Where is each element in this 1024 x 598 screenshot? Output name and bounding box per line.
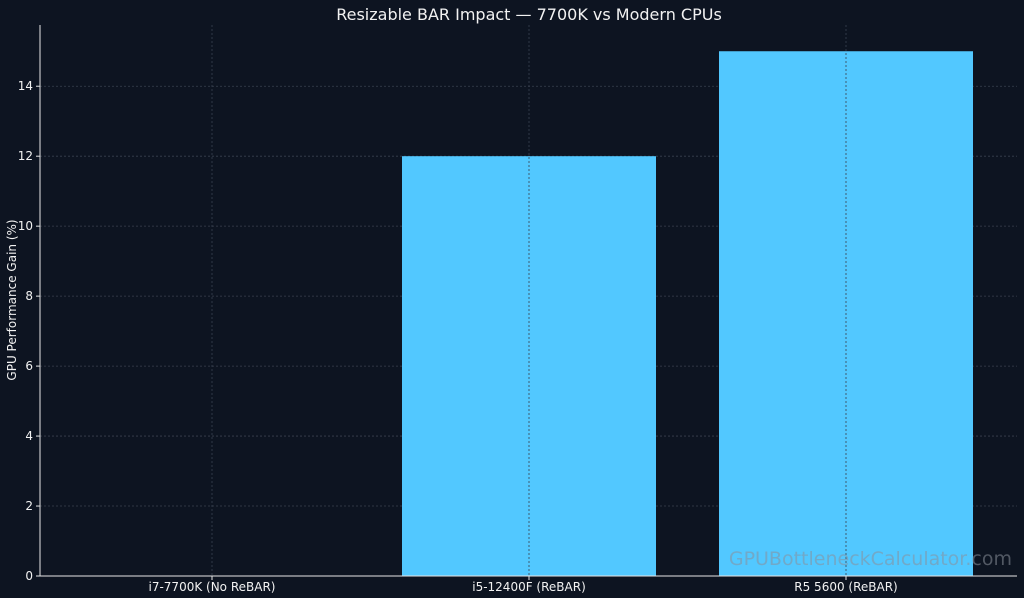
x-tick-label: i7-7700K (No ReBAR) bbox=[149, 580, 276, 594]
y-tick-label: 10 bbox=[18, 219, 33, 233]
y-tick-label: 0 bbox=[25, 569, 33, 583]
y-tick-label: 8 bbox=[25, 289, 33, 303]
watermark: GPUBottleneckCalculator.com bbox=[729, 548, 1012, 570]
bars bbox=[211, 25, 973, 576]
y-tick-label: 6 bbox=[25, 359, 33, 373]
x-tick-label: R5 5600 (ReBAR) bbox=[794, 580, 897, 594]
x-ticks: i7-7700K (No ReBAR) i5-12400F (ReBAR) R5 5… bbox=[149, 576, 898, 594]
y-tick-label: 2 bbox=[25, 499, 33, 513]
y-tick-label: 12 bbox=[18, 149, 33, 163]
x-tick-label: i5-12400F (ReBAR) bbox=[472, 580, 586, 594]
y-tick-label: 4 bbox=[25, 429, 33, 443]
y-axis-label: GPU Performance Gain (%) bbox=[5, 219, 19, 380]
chart-title: Resizable BAR Impact — 7700K vs Modern C… bbox=[336, 5, 722, 24]
y-ticks: 0 2 4 6 8 10 12 14 bbox=[18, 79, 40, 583]
y-tick-label: 14 bbox=[18, 79, 33, 93]
